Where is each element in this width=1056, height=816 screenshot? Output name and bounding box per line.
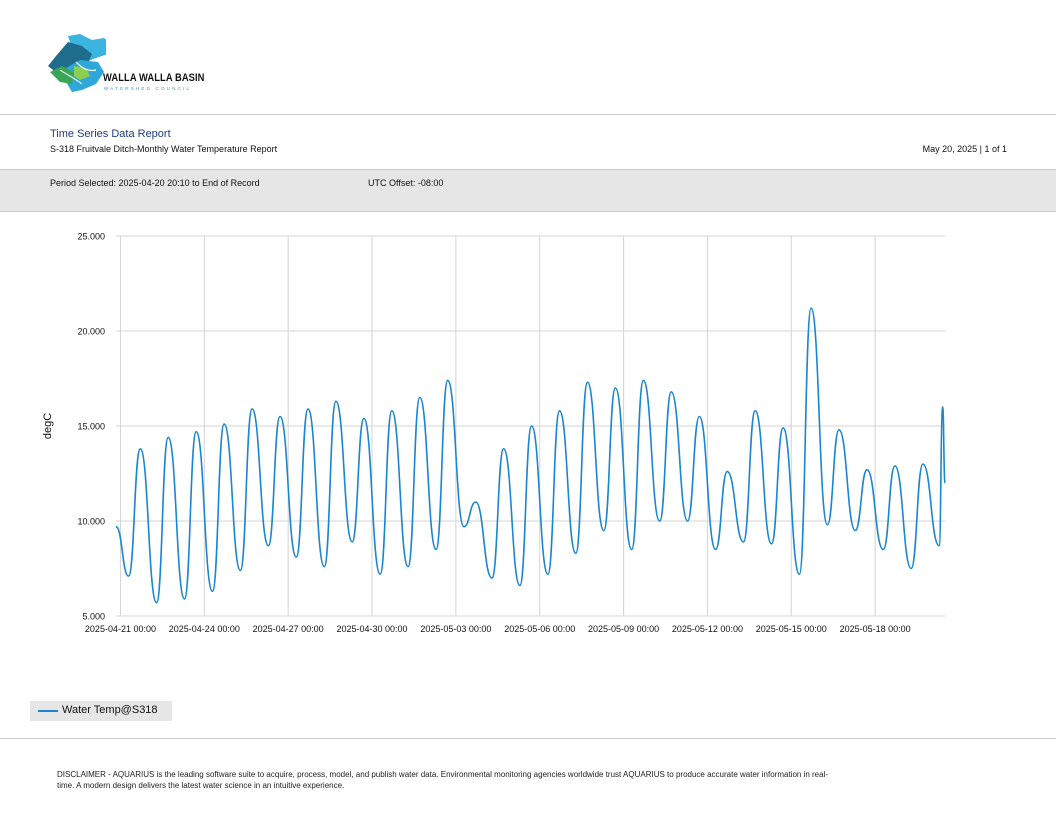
y-tick-label: 10.000 (77, 517, 105, 527)
x-tick-label: 2025-04-21 00:00 (85, 624, 156, 634)
council-logo: WALLA WALLA BASIN WATERSHED COUNCIL (46, 32, 206, 98)
y-axis-label: degC (42, 413, 54, 439)
period-band: Period Selected: 2025-04-20 20:10 to End… (0, 169, 1056, 212)
report-subtitle: S-318 Fruitvale Ditch-Monthly Water Temp… (50, 144, 278, 154)
x-tick-label: 2025-04-27 00:00 (253, 624, 324, 634)
legend-label: Water Temp@S318 (62, 704, 158, 716)
y-tick-label: 20.000 (77, 327, 105, 337)
chart-legend: Water Temp@S318 (30, 701, 172, 721)
report-date-page: May 20, 2025 | 1 of 1 (922, 144, 1007, 154)
x-tick-label: 2025-05-18 00:00 (840, 624, 911, 634)
x-tick-label: 2025-05-12 00:00 (672, 624, 743, 634)
y-tick-label: 25.000 (77, 232, 105, 242)
series-line-water-temp (115, 307, 946, 604)
water-temperature-chart: 5.000 10.000 15.000 20.000 25.000 2025-04-21… (42, 232, 946, 634)
header-divider (0, 114, 1056, 115)
footer-divider (0, 738, 1056, 739)
x-tick-label: 2025-05-06 00:00 (504, 624, 575, 634)
x-tick-label: 2025-04-24 00:00 (169, 624, 240, 634)
utc-offset: UTC Offset: -08:00 (368, 178, 444, 188)
x-axis-ticks: 2025-04-21 00:00 2025-04-24 00:00 2025-04-… (85, 624, 911, 634)
x-tick-label: 2025-05-15 00:00 (756, 624, 827, 634)
report-title: Time Series Data Report (50, 128, 171, 140)
y-tick-label: 15.000 (77, 422, 105, 432)
x-tick-label: 2025-05-09 00:00 (588, 624, 659, 634)
x-tick-label: 2025-04-30 00:00 (336, 624, 407, 634)
logo-title: WALLA WALLA BASIN (103, 72, 205, 84)
y-tick-label: 5.000 (82, 612, 105, 622)
logo-subtitle: WATERSHED COUNCIL (104, 86, 192, 91)
watershed-map-icon (48, 34, 106, 92)
x-tick-label: 2025-05-03 00:00 (420, 624, 491, 634)
legend-swatch (38, 710, 58, 712)
period-selected: Period Selected: 2025-04-20 20:10 to End… (50, 178, 260, 188)
disclaimer-text: DISCLAIMER - AQUARIUS is the leading sof… (57, 770, 829, 790)
chart-grid (116, 235, 945, 617)
y-axis-ticks: 5.000 10.000 15.000 20.000 25.000 (77, 232, 105, 622)
